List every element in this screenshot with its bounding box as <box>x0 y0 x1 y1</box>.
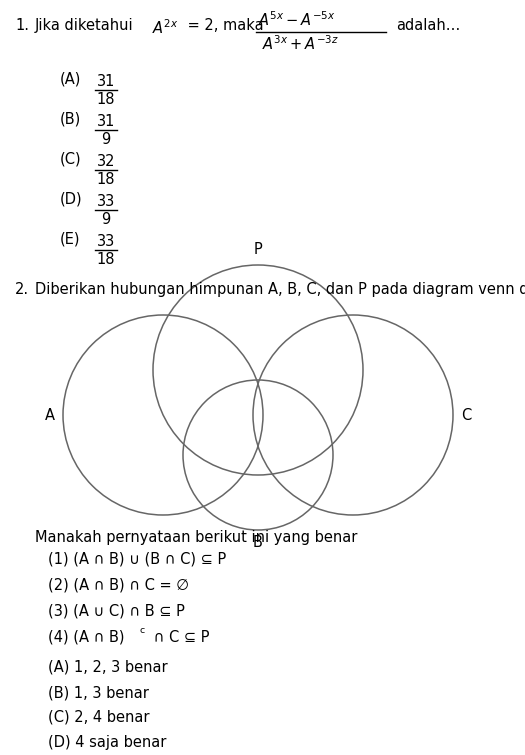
Text: (D) 4 saja benar: (D) 4 saja benar <box>48 735 166 750</box>
Text: 9: 9 <box>101 132 111 147</box>
Text: ∩ C ⊆ P: ∩ C ⊆ P <box>149 630 209 645</box>
Text: Manakah pernyataan berikut ini yang benar: Manakah pernyataan berikut ini yang bena… <box>35 530 358 545</box>
Text: Jika diketahui: Jika diketahui <box>35 18 138 33</box>
Text: (B): (B) <box>60 112 81 127</box>
Text: c: c <box>140 626 145 635</box>
Text: (E): (E) <box>60 232 80 247</box>
Text: = 2, maka: = 2, maka <box>183 18 264 33</box>
Text: 18: 18 <box>97 92 116 107</box>
Text: 33: 33 <box>97 234 115 249</box>
Text: 9: 9 <box>101 212 111 227</box>
Text: adalah…: adalah… <box>396 18 460 33</box>
Text: (C): (C) <box>60 152 81 167</box>
Text: 2.: 2. <box>15 282 29 297</box>
Text: Diberikan hubungan himpunan A, B, C, dan P pada diagram venn di bawah ini: Diberikan hubungan himpunan A, B, C, dan… <box>35 282 525 297</box>
Text: B: B <box>253 535 263 550</box>
Text: (A): (A) <box>60 72 81 87</box>
Text: 18: 18 <box>97 172 116 187</box>
Text: C: C <box>461 408 471 423</box>
Text: 31: 31 <box>97 74 115 89</box>
Text: (A) 1, 2, 3 benar: (A) 1, 2, 3 benar <box>48 660 167 675</box>
Text: (1) (A ∩ B) ∪ (B ∩ C) ⊆ P: (1) (A ∩ B) ∪ (B ∩ C) ⊆ P <box>48 552 226 567</box>
Text: (D): (D) <box>60 192 82 207</box>
Text: (2) (A ∩ B) ∩ C = ∅: (2) (A ∩ B) ∩ C = ∅ <box>48 578 189 593</box>
Text: (C) 2, 4 benar: (C) 2, 4 benar <box>48 710 150 725</box>
Text: 33: 33 <box>97 194 115 209</box>
Text: $A^{5x} - A^{-5x}$: $A^{5x} - A^{-5x}$ <box>258 10 335 29</box>
Text: 32: 32 <box>97 154 116 169</box>
Text: $A^{3x} + A^{-3z}$: $A^{3x} + A^{-3z}$ <box>262 34 339 53</box>
Text: P: P <box>254 242 262 257</box>
Text: (4) (A ∩ B): (4) (A ∩ B) <box>48 630 124 645</box>
Text: 1.: 1. <box>15 18 29 33</box>
Text: $A^{2x}$: $A^{2x}$ <box>152 18 179 37</box>
Text: A: A <box>45 408 55 423</box>
Text: 18: 18 <box>97 252 116 267</box>
Text: 31: 31 <box>97 114 115 129</box>
Text: (3) (A ∪ C) ∩ B ⊆ P: (3) (A ∪ C) ∩ B ⊆ P <box>48 604 185 619</box>
Text: (B) 1, 3 benar: (B) 1, 3 benar <box>48 685 149 700</box>
